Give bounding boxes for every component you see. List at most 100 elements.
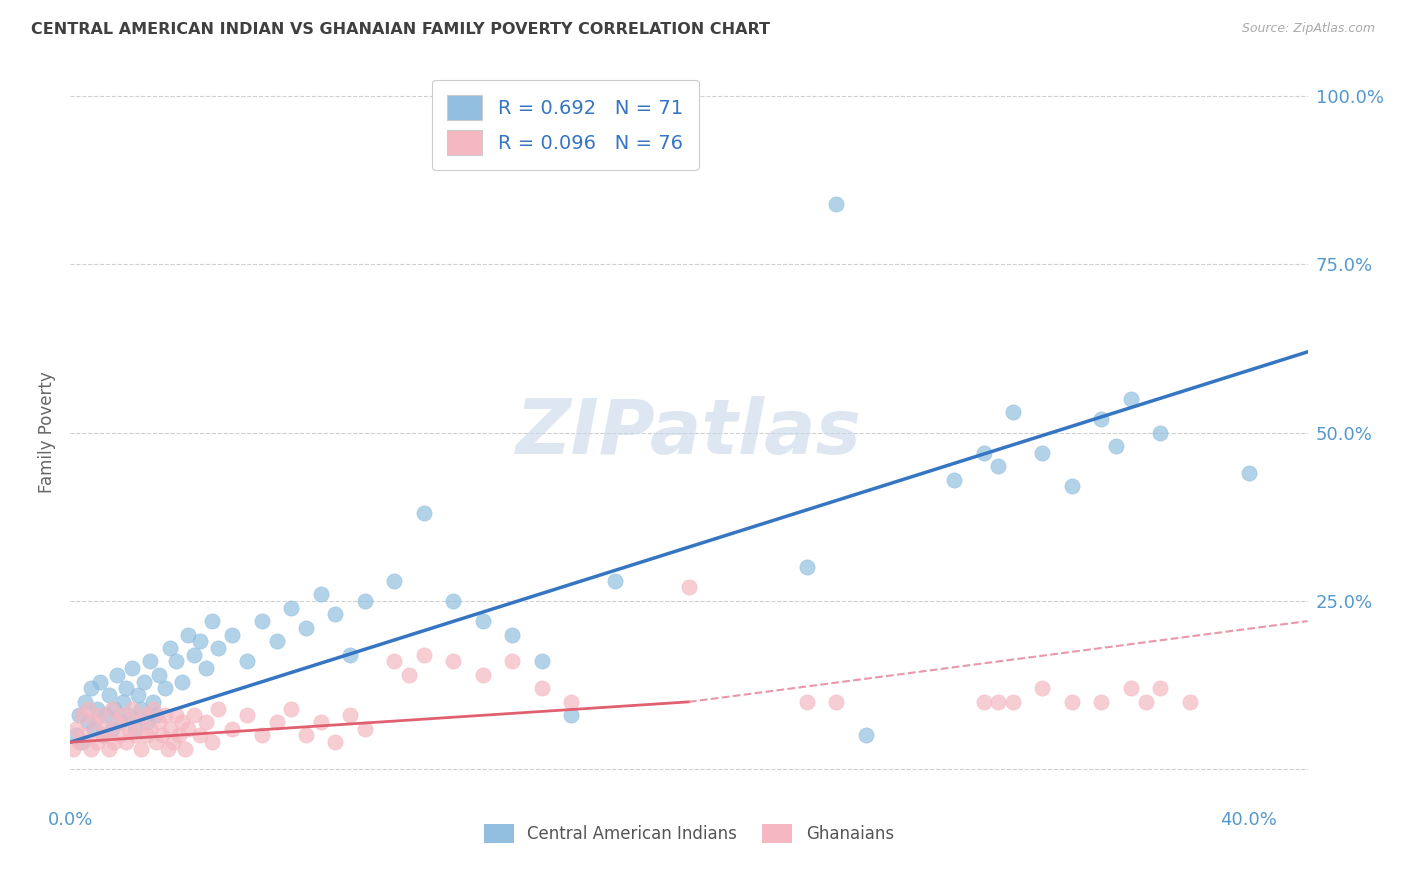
Point — [139, 655, 162, 669]
Point — [1105, 439, 1128, 453]
Point — [825, 196, 848, 211]
Point — [121, 701, 143, 715]
Point — [201, 614, 224, 628]
Point — [339, 708, 361, 723]
Point — [855, 729, 877, 743]
Point — [309, 587, 332, 601]
Point — [501, 655, 523, 669]
Point — [67, 708, 90, 723]
Point — [112, 695, 135, 709]
Point — [1237, 466, 1260, 480]
Point — [124, 722, 146, 736]
Point — [153, 708, 176, 723]
Point — [159, 722, 181, 736]
Point — [103, 701, 125, 715]
Point — [91, 729, 114, 743]
Point — [266, 634, 288, 648]
Point — [1001, 405, 1024, 419]
Point — [325, 735, 347, 749]
Point — [115, 735, 138, 749]
Point — [177, 627, 200, 641]
Point — [471, 614, 494, 628]
Point — [295, 621, 318, 635]
Point — [172, 714, 194, 729]
Point — [110, 714, 132, 729]
Point — [94, 722, 117, 736]
Point — [132, 708, 155, 723]
Point — [471, 668, 494, 682]
Point — [80, 681, 103, 696]
Point — [560, 695, 582, 709]
Point — [188, 729, 211, 743]
Point — [77, 714, 100, 729]
Point — [70, 735, 93, 749]
Text: CENTRAL AMERICAN INDIAN VS GHANAIAN FAMILY POVERTY CORRELATION CHART: CENTRAL AMERICAN INDIAN VS GHANAIAN FAMI… — [31, 22, 770, 37]
Point — [501, 627, 523, 641]
Point — [129, 742, 152, 756]
Point — [221, 627, 243, 641]
Point — [530, 681, 553, 696]
Point — [89, 674, 111, 689]
Point — [530, 655, 553, 669]
Point — [165, 708, 187, 723]
Point — [62, 742, 84, 756]
Point — [94, 708, 117, 723]
Point — [145, 708, 167, 723]
Point — [183, 708, 205, 723]
Point — [1060, 479, 1083, 493]
Point — [825, 695, 848, 709]
Point — [115, 681, 138, 696]
Text: ZIPatlas: ZIPatlas — [516, 396, 862, 469]
Point — [1031, 446, 1053, 460]
Point — [100, 722, 122, 736]
Point — [309, 714, 332, 729]
Point — [1149, 681, 1171, 696]
Point — [142, 695, 165, 709]
Point — [201, 735, 224, 749]
Point — [165, 655, 187, 669]
Point — [156, 742, 179, 756]
Point — [112, 708, 135, 723]
Point — [91, 729, 114, 743]
Point — [382, 655, 405, 669]
Point — [162, 735, 184, 749]
Point — [183, 648, 205, 662]
Point — [236, 655, 259, 669]
Y-axis label: Family Poverty: Family Poverty — [38, 372, 56, 493]
Point — [153, 681, 176, 696]
Point — [150, 729, 173, 743]
Point — [169, 729, 191, 743]
Point — [1149, 425, 1171, 440]
Point — [110, 729, 132, 743]
Point — [1090, 412, 1112, 426]
Point — [1001, 695, 1024, 709]
Point — [1135, 695, 1157, 709]
Point — [1031, 681, 1053, 696]
Point — [145, 735, 167, 749]
Point — [382, 574, 405, 588]
Point — [188, 634, 211, 648]
Point — [139, 722, 162, 736]
Legend: Central American Indians, Ghanaians: Central American Indians, Ghanaians — [478, 817, 900, 850]
Point — [118, 708, 141, 723]
Point — [943, 473, 966, 487]
Point — [107, 714, 129, 729]
Point — [354, 594, 377, 608]
Point — [89, 708, 111, 723]
Point — [100, 701, 122, 715]
Point — [1090, 695, 1112, 709]
Point — [77, 701, 100, 715]
Point — [266, 714, 288, 729]
Point — [250, 729, 273, 743]
Point — [73, 729, 96, 743]
Point — [65, 722, 87, 736]
Point — [121, 661, 143, 675]
Point — [73, 695, 96, 709]
Point — [1060, 695, 1083, 709]
Point — [412, 507, 434, 521]
Point — [142, 701, 165, 715]
Point — [796, 560, 818, 574]
Point — [65, 729, 87, 743]
Point — [83, 722, 105, 736]
Point — [118, 722, 141, 736]
